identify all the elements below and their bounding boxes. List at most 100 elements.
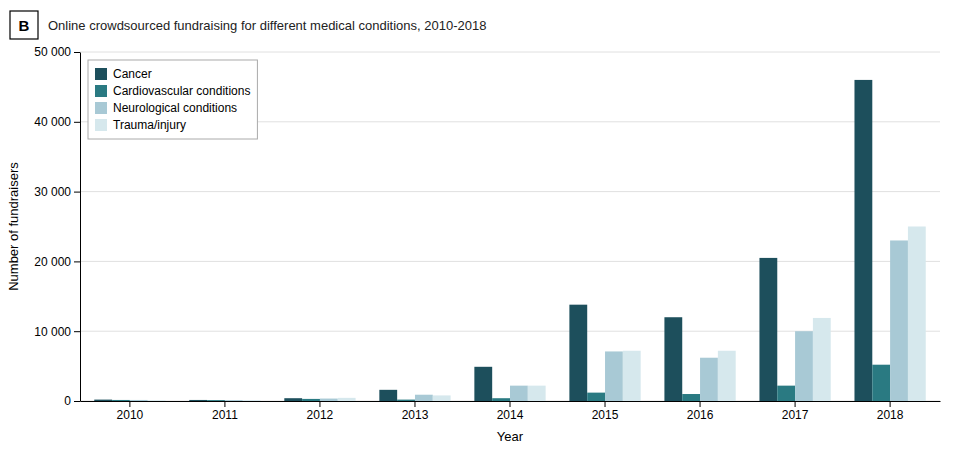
y-axis-title: Number of fundraisers (6, 162, 21, 291)
chart: BOnline crowdsourced fundraising for dif… (0, 0, 960, 451)
series (148, 227, 926, 402)
tick: 0 (64, 394, 80, 408)
bar (397, 400, 415, 401)
legend-item: Trauma/injury (95, 118, 186, 132)
tick-mark (74, 122, 80, 123)
tick-label: 10 000 (34, 325, 71, 339)
tick: 50 000 (34, 45, 80, 59)
bar (872, 365, 890, 401)
bar (890, 240, 908, 401)
bar (112, 400, 130, 401)
bar (587, 393, 605, 401)
axis-line (80, 53, 81, 402)
tick: 10 000 (34, 325, 80, 339)
tick-label: 20 000 (34, 255, 71, 269)
tick: 20 000 (34, 255, 80, 269)
tick-mark (700, 401, 701, 407)
legend-box (88, 60, 257, 139)
title: Online crowdsourced fundraising for diff… (48, 18, 486, 33)
tick: 2014 (497, 401, 524, 422)
tick-mark (605, 401, 606, 407)
grid (80, 52, 940, 401)
bar (148, 400, 166, 401)
bar (623, 351, 641, 401)
bar (700, 358, 718, 401)
bar (854, 80, 872, 401)
series (112, 365, 890, 401)
tick-mark (319, 401, 320, 407)
grid-line (80, 52, 940, 53)
bar (474, 367, 492, 401)
legend-item: Neurological conditions (95, 101, 237, 115)
legend-item: Cardiovascular conditions (95, 84, 250, 98)
tick-mark (74, 52, 80, 53)
bar (908, 227, 926, 402)
tick-label: 2015 (592, 408, 619, 422)
tick: 2013 (402, 401, 429, 422)
grid-line (80, 191, 940, 192)
tick-mark (890, 401, 891, 407)
legend-label: Cardiovascular conditions (113, 84, 250, 98)
grid-line (80, 261, 940, 262)
bar (510, 386, 528, 401)
tick-mark (510, 401, 511, 407)
tick-mark (74, 401, 80, 402)
bar (718, 351, 736, 401)
tick: 2011 (212, 401, 238, 422)
legend-label: Trauma/injury (113, 118, 186, 132)
tick-mark (224, 401, 225, 407)
tick: 2015 (592, 401, 619, 422)
bar (528, 386, 546, 401)
legend-swatch (95, 85, 107, 97)
bar (415, 395, 433, 401)
bar (492, 398, 510, 401)
tick-label: 50 000 (34, 45, 71, 59)
tick-mark (74, 331, 80, 332)
bar (302, 399, 320, 401)
bar (284, 398, 302, 401)
tick: 2018 (877, 401, 904, 422)
bar (338, 398, 356, 401)
y-axis: 010 00020 00030 00040 00050 000 (34, 45, 80, 408)
tick: 30 000 (34, 185, 80, 199)
tick-label: 2013 (402, 408, 429, 422)
panel-box (10, 11, 38, 39)
tick-label: 2016 (687, 408, 714, 422)
bar (569, 305, 587, 401)
bar (759, 258, 777, 401)
bar (682, 394, 700, 401)
tick: 2017 (782, 401, 809, 422)
tick-label: 2017 (782, 408, 809, 422)
legend-swatch (95, 119, 107, 131)
legend-label: Cancer (113, 67, 152, 81)
bar (189, 400, 207, 401)
tick-label: 2012 (307, 408, 334, 422)
bar (664, 317, 682, 401)
legend-swatch (95, 68, 107, 80)
tick-mark (129, 401, 130, 407)
x-axis-title: Year (497, 429, 524, 444)
bar (207, 400, 225, 401)
tick-mark (74, 261, 80, 262)
bar (94, 400, 112, 401)
header: BOnline crowdsourced fundraising for dif… (10, 11, 486, 39)
bar (777, 386, 795, 401)
bar (130, 400, 148, 401)
tick-label: 2018 (877, 408, 904, 422)
bar (243, 400, 261, 401)
legend: Cancer Cardiovascular conditions Neurologi… (88, 60, 257, 139)
bar (320, 399, 338, 401)
bar (379, 390, 397, 401)
tick-label: 30 000 (34, 185, 71, 199)
tick-mark (74, 192, 80, 193)
legend-item: Cancer (95, 67, 152, 81)
bar (605, 351, 623, 401)
x-axis: 2010 2011 2012 2013 2014 2015 2016 2017 2018 (81, 401, 941, 422)
bar (433, 395, 451, 401)
bar (813, 318, 831, 401)
tick-label: 0 (64, 394, 71, 408)
bar (225, 400, 243, 401)
tick: 2010 (117, 401, 144, 422)
legend-swatch (95, 102, 107, 114)
tick-mark (795, 401, 796, 407)
